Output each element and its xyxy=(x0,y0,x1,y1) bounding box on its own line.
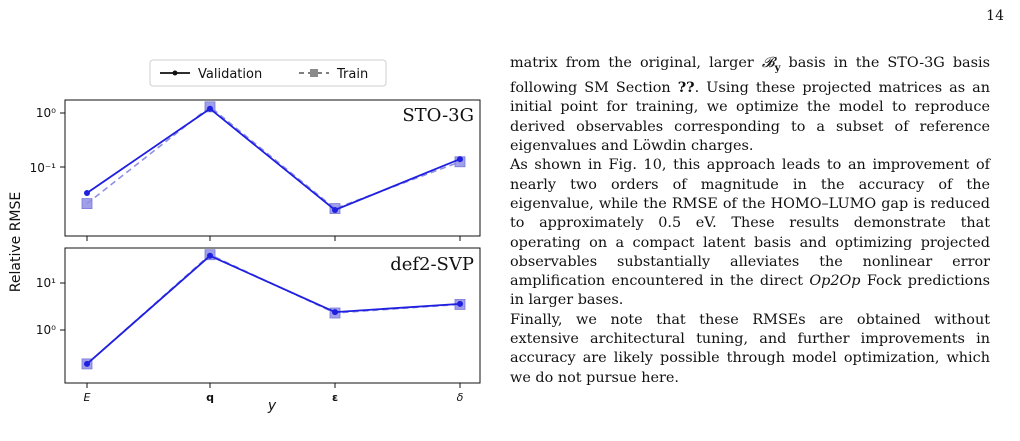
tick-label-1e0: 10⁰ xyxy=(36,106,56,120)
paragraph-3: Finally, we note that these RMSEs are ob… xyxy=(510,311,990,386)
tick-label-1e-1: 10⁻¹ xyxy=(30,161,57,175)
validation-point xyxy=(457,300,463,307)
figure: Validation Train Relative RMSE STO-3G 10… xyxy=(8,59,481,414)
x-axis-label: y xyxy=(267,398,277,414)
legend-validation-label: Validation xyxy=(198,67,262,82)
tick-label-1e1: 10¹ xyxy=(36,276,56,290)
validation-point xyxy=(84,360,90,367)
validation-point xyxy=(332,206,338,213)
panel-sto-3g-frame xyxy=(64,99,481,237)
panel-sto-3g: STO-3G 10⁰ 10⁻¹ xyxy=(30,99,481,241)
p1-part2: basis in the STO-3G basis following SM S… xyxy=(510,55,991,97)
p1-part3: . Using these projected matrices as an i… xyxy=(510,80,991,155)
validation-series-line xyxy=(86,107,461,212)
validation-point xyxy=(84,190,90,197)
p2-em: Op2Op xyxy=(809,273,861,290)
validation-series-line xyxy=(86,254,461,365)
panel-sto-3g-title: STO-3G xyxy=(402,105,474,126)
train-point xyxy=(81,198,93,210)
p2-text: As shown in Fig. 10, this approach leads… xyxy=(510,157,990,290)
validation-point xyxy=(207,252,213,259)
legend: Validation Train xyxy=(149,59,387,87)
legend-box xyxy=(149,59,387,87)
paragraph-2: As shown in Fig. 10, this approach leads… xyxy=(510,156,990,310)
p1-sub: y xyxy=(774,62,781,74)
paragraph-1: matrix from the original, larger 𝓑y basi… xyxy=(510,54,990,156)
p1-ref: ?? xyxy=(677,79,695,97)
top-x-ticks xyxy=(86,236,461,241)
y-axis-label: Relative RMSE xyxy=(8,192,24,292)
x-tick-label: q xyxy=(206,391,214,404)
p2-end: Fock predictions in larger bases. xyxy=(510,273,990,309)
validation-point xyxy=(332,309,338,316)
x-tick-label: δ xyxy=(457,391,464,404)
tick-label-1e0-bottom: 10⁰ xyxy=(36,323,56,337)
top-series xyxy=(81,101,466,214)
x-tick-label: E xyxy=(84,391,91,404)
legend-train-label: Train xyxy=(336,67,368,82)
panel-def2-svp-frame xyxy=(64,247,481,384)
legend-validation-marker xyxy=(172,70,178,76)
x-tick-label: ε xyxy=(332,391,338,404)
validation-point xyxy=(457,156,463,163)
page-number: 14 xyxy=(986,8,1004,24)
p1-part1: matrix from the original, larger xyxy=(510,55,762,71)
body-text: matrix from the original, larger 𝓑y basi… xyxy=(510,54,990,388)
validation-point xyxy=(207,105,213,112)
p1-math: 𝓑 xyxy=(761,55,775,71)
panel-def2-svp-title: def2-SVP xyxy=(390,254,474,275)
bottom-series xyxy=(81,249,466,370)
legend-train-marker xyxy=(310,69,318,77)
